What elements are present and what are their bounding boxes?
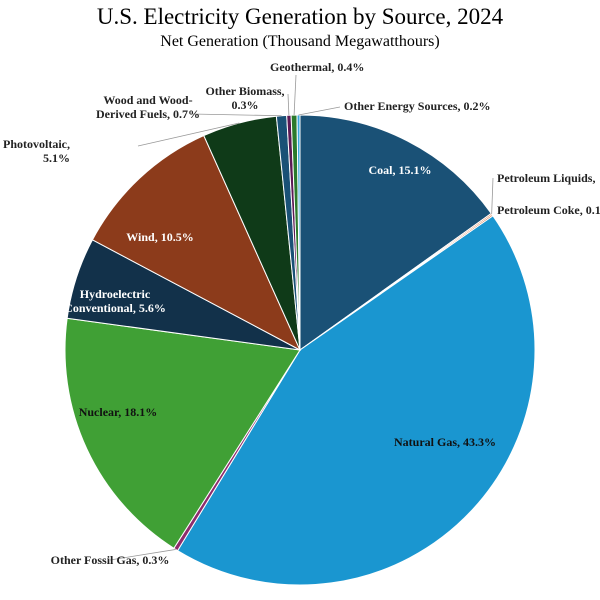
pie-slice	[91, 134, 302, 352]
slice-label: Geothermal, 0.4%	[270, 60, 364, 74]
slice-label: Wood and Wood-Derived Fuels, 0.7%	[96, 93, 200, 121]
leader-line	[109, 549, 176, 561]
slice-label: Other Biomass, 0.3%	[205, 84, 284, 112]
chart-subtitle: Net Generation (Thousand Megawatthours)	[160, 33, 440, 50]
slice-label: Other Energy Sources, 0.2%	[344, 99, 491, 113]
slice-label: Petroleum Liquids,	[497, 171, 595, 185]
chart-title: U.S. Electricity Generation by Source, 2…	[96, 4, 504, 29]
slice-label: Other Fossil Gas, 0.3%	[51, 553, 170, 567]
pie-slice	[176, 215, 536, 586]
slice-label: Petroleum Coke, 0.1	[497, 203, 600, 217]
pie-slice	[299, 114, 492, 351]
leader-line	[137, 122, 240, 147]
leader-line	[287, 93, 290, 116]
slice-label: Natural Gas, 43.3%	[394, 435, 496, 449]
slice-label: Nuclear, 18.1%	[79, 405, 158, 419]
leader-line	[491, 177, 494, 215]
leader-line	[298, 106, 341, 116]
slice-label: Wind, 10.5%	[126, 230, 193, 244]
slice-label: Thermal and Photovoltaic,5.1%	[0, 137, 70, 165]
leader-line	[191, 113, 282, 117]
leader-line	[293, 74, 297, 116]
slice-label: Coal, 15.1%	[369, 163, 432, 177]
pie-slice	[64, 317, 301, 549]
slice-label: Hydroelectric Conventional, 5.6%	[64, 287, 166, 315]
